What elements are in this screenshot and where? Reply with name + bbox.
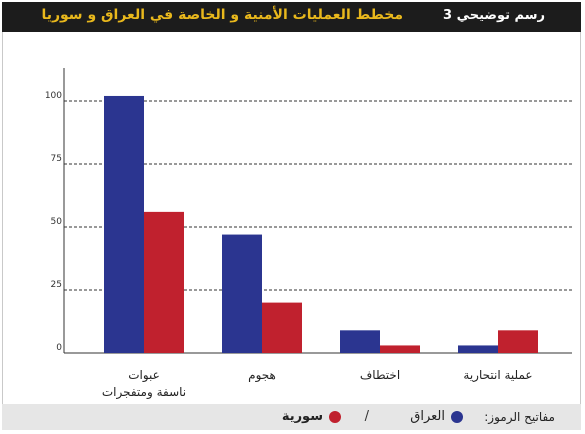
figure-header: رسم توضيحي 3 مخطط العمليات الأمنية و الخ… xyxy=(2,2,581,32)
y-tick-label: 0 xyxy=(56,343,62,353)
figure-number: رسم توضيحي 3 xyxy=(443,8,545,23)
y-tick-label: 25 xyxy=(51,280,62,290)
x-tick-label: اختطاف xyxy=(360,368,400,382)
x-tick-label: عملية انتحارية xyxy=(463,368,532,383)
legend-text-iraq: العراق xyxy=(410,409,445,424)
legend-text-syria: سورية xyxy=(281,409,323,424)
bar xyxy=(498,330,538,353)
chart-title: مخطط العمليات الأمنية و الخاصة في العراق… xyxy=(41,7,403,23)
legend-swatch-syria xyxy=(329,410,341,423)
bar xyxy=(144,211,184,353)
legend-label: مفاتيح الرموز: xyxy=(484,410,555,424)
bar xyxy=(380,345,420,353)
x-tick-label: هجوم xyxy=(248,368,276,383)
bar xyxy=(340,330,380,353)
legend-item-syria: سورية xyxy=(282,409,341,424)
bar xyxy=(262,302,302,353)
legend-separator: / xyxy=(364,409,369,424)
bar xyxy=(458,345,498,353)
y-tick-label: 50 xyxy=(51,217,63,227)
legend-item-iraq: العراق xyxy=(410,409,463,424)
bar xyxy=(222,234,262,353)
bar xyxy=(104,95,144,354)
legend-swatch-iraq xyxy=(451,410,463,423)
x-tick-label: ناسفة ومتفجرات xyxy=(102,385,186,400)
x-tick-label: عبوات xyxy=(128,368,160,383)
figure-frame xyxy=(2,2,581,430)
y-tick-label: 100 xyxy=(45,91,62,101)
legend: مفاتيح الرموز: العراق / سورية xyxy=(2,404,581,430)
y-tick-label: 75 xyxy=(51,154,62,164)
